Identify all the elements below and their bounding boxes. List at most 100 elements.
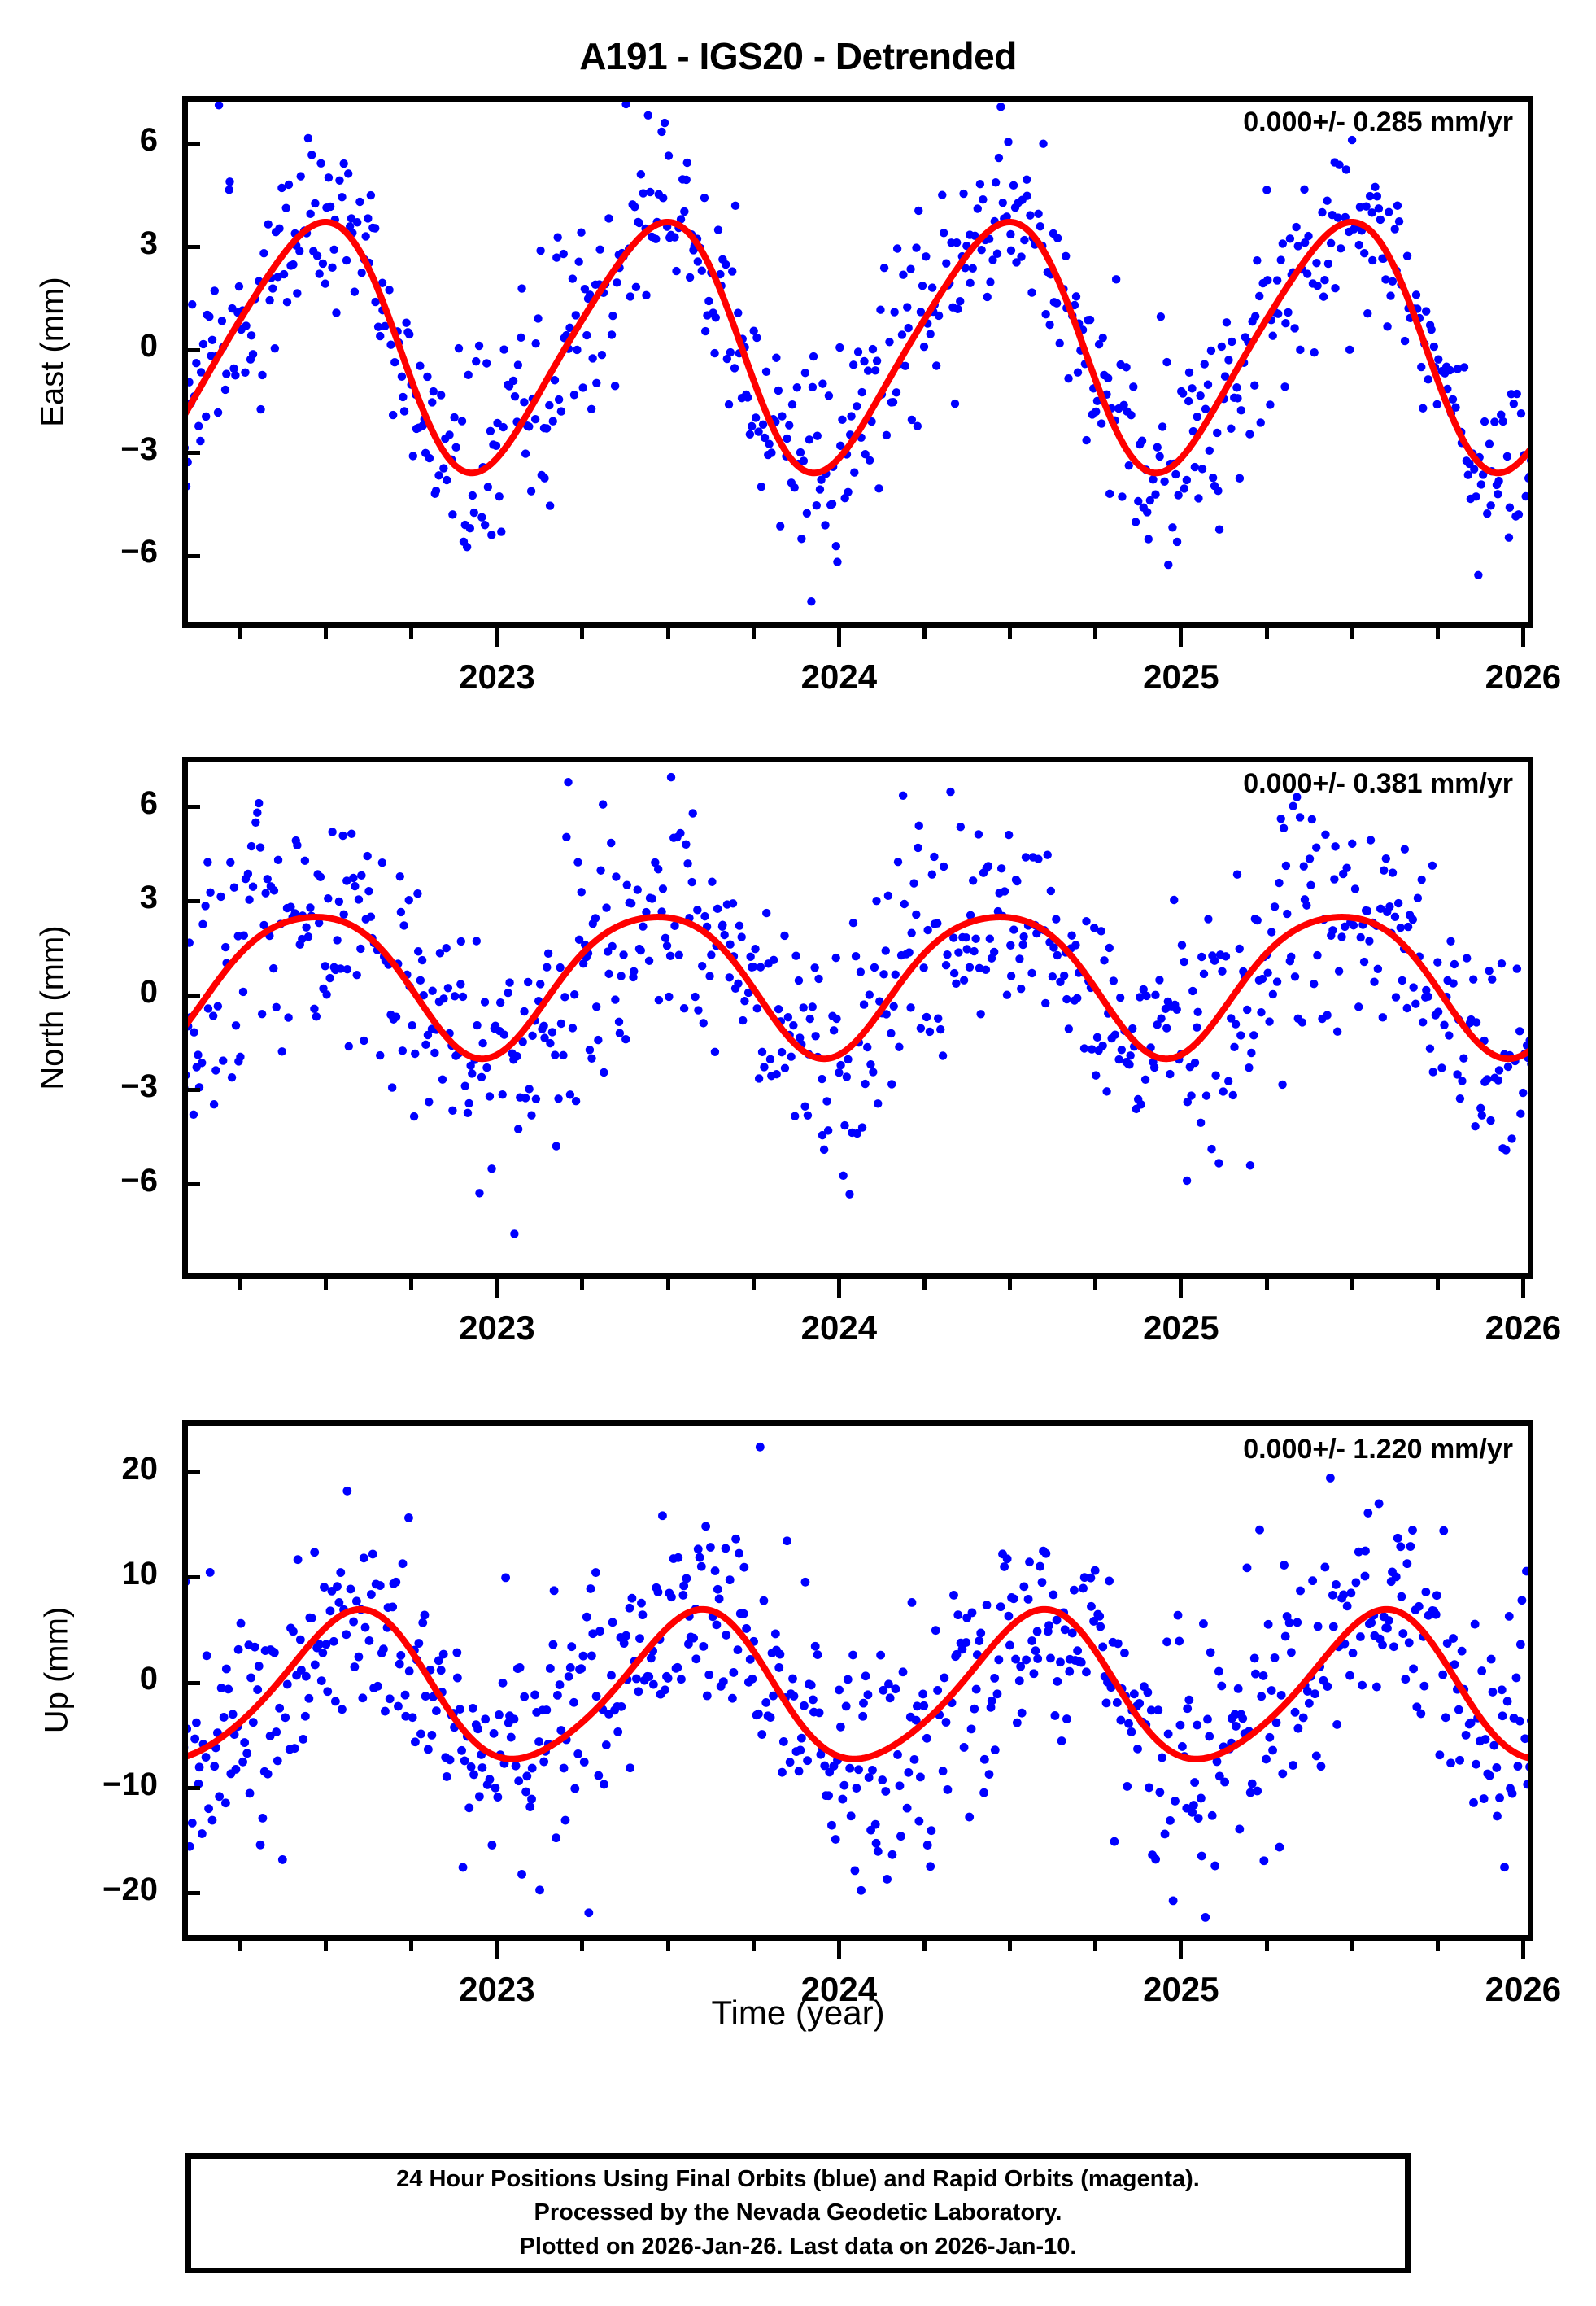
xtick-label-east-1: 2024 <box>800 657 878 696</box>
xtick-label-east-0: 2023 <box>459 657 535 696</box>
xtick-east-2024.25 <box>922 626 927 639</box>
figure-caption-box: 24 Hour Positions Using Final Orbits (bl… <box>185 2153 1411 2273</box>
ytick-east-3 <box>182 451 200 456</box>
xtick-east-2025.75 <box>1435 626 1440 639</box>
ytick-label-east-1: 3 <box>139 225 158 261</box>
xtick-label-east-3: 2026 <box>1485 657 1562 696</box>
xtick-north-2023.75 <box>751 1277 756 1290</box>
ytick-east-0 <box>182 142 200 146</box>
xtick-north-2024.25 <box>922 1277 927 1290</box>
xtick-label-north-0: 2023 <box>459 1308 535 1347</box>
xtick-east-2025.25 <box>1264 626 1269 639</box>
xtick-north-2022.25 <box>238 1277 242 1290</box>
xtick-north-2023.50 <box>665 1277 670 1290</box>
north-rate-annotation: 0.000+/- 0.381 mm/yr <box>1243 768 1513 799</box>
ytick-east-1 <box>182 245 200 250</box>
ytick-label-east-0: 6 <box>139 122 158 159</box>
panel-up-plot-area <box>182 1420 1533 1941</box>
panel-up <box>182 1420 1533 1941</box>
ytick-label-up-0: 20 <box>121 1450 159 1487</box>
ytick-north-4 <box>182 1182 200 1187</box>
ytick-north-2 <box>182 994 200 998</box>
xtick-up-2025.50 <box>1350 1938 1354 1951</box>
xtick-up-2025.75 <box>1435 1938 1440 1951</box>
xtick-label-east-2: 2025 <box>1143 657 1219 696</box>
ytick-up-3 <box>182 1786 200 1791</box>
ytick-east-2 <box>182 347 200 352</box>
ytick-north-3 <box>182 1088 200 1093</box>
seasonal-fit-curve-east <box>182 218 1533 477</box>
data-points-north <box>182 772 1533 1238</box>
ytick-label-north-3: −3 <box>120 1068 158 1104</box>
xtick-east-2024.00 <box>836 626 841 647</box>
xtick-north-2022.50 <box>324 1277 329 1290</box>
ytick-north-1 <box>182 899 200 904</box>
xtick-up-2023.25 <box>580 1938 585 1951</box>
xtick-up-2024.75 <box>1093 1938 1098 1951</box>
seasonal-fit-curve-north <box>182 914 1533 1063</box>
xtick-up-2023.50 <box>665 1938 670 1951</box>
ytick-label-east-4: −6 <box>120 534 158 570</box>
ytick-label-east-2: 0 <box>139 328 158 365</box>
xtick-up-2022.75 <box>409 1938 414 1951</box>
up-rate-annotation: 0.000+/- 1.220 mm/yr <box>1243 1434 1513 1465</box>
xtick-east-2023.50 <box>665 626 670 639</box>
xtick-up-2024.25 <box>922 1938 927 1951</box>
xtick-label-north-2: 2025 <box>1143 1308 1219 1347</box>
xtick-label-up-1: 2024 <box>800 1970 878 2008</box>
ytick-label-north-4: −6 <box>120 1162 158 1199</box>
xtick-label-up-2: 2025 <box>1143 1970 1219 2008</box>
xtick-east-2025.00 <box>1179 626 1184 647</box>
ytick-up-1 <box>182 1575 200 1580</box>
ytick-north-0 <box>182 805 200 810</box>
xtick-label-north-1: 2024 <box>800 1308 878 1347</box>
ytick-label-east-3: −3 <box>120 430 158 467</box>
caption-line-3: Plotted on 2026-Jan-26. Last data on 202… <box>519 2233 1077 2260</box>
xtick-north-2025.25 <box>1264 1277 1269 1290</box>
ytick-label-up-3: −10 <box>102 1766 158 1802</box>
xtick-north-2025.00 <box>1179 1277 1184 1298</box>
xtick-east-2024.50 <box>1008 626 1013 639</box>
xtick-up-2025.00 <box>1179 1938 1184 1959</box>
xtick-up-2024.00 <box>836 1938 841 1959</box>
ytick-label-up-4: −20 <box>102 1871 158 1907</box>
xtick-east-2024.75 <box>1093 626 1098 639</box>
data-points-up <box>182 1442 1533 1922</box>
xtick-east-2022.25 <box>238 626 242 639</box>
seasonal-fit-curve-up <box>182 1605 1533 1762</box>
ytick-label-up-2: 0 <box>139 1661 158 1697</box>
xtick-up-2023.00 <box>495 1938 499 1959</box>
xtick-north-2025.50 <box>1350 1277 1354 1290</box>
caption-line-1: 24 Hour Positions Using Final Orbits (bl… <box>396 2166 1200 2193</box>
ytick-east-4 <box>182 553 200 558</box>
xtick-east-2025.50 <box>1350 626 1354 639</box>
xtick-north-2022.75 <box>409 1277 414 1290</box>
ytick-label-north-1: 3 <box>139 879 158 915</box>
caption-line-2: Processed by the Nevada Geodetic Laborat… <box>534 2199 1062 2226</box>
ytick-label-up-1: 10 <box>121 1555 159 1592</box>
xtick-up-2024.50 <box>1008 1938 1013 1951</box>
xtick-east-2022.50 <box>324 626 329 639</box>
panel-north-plot-area <box>182 757 1533 1279</box>
xtick-north-2023.25 <box>580 1277 585 1290</box>
xtick-label-north-3: 2026 <box>1485 1308 1562 1347</box>
xtick-north-2024.50 <box>1008 1277 1013 1290</box>
ytick-up-0 <box>182 1470 200 1475</box>
xtick-up-2023.75 <box>751 1938 756 1951</box>
xtick-north-2024.00 <box>836 1277 841 1298</box>
xtick-up-2026.00 <box>1520 1938 1525 1959</box>
panel-north-frame <box>182 757 1533 1279</box>
panel-east-frame <box>182 96 1533 628</box>
ytick-label-north-2: 0 <box>139 973 158 1010</box>
xtick-label-up-3: 2026 <box>1485 1970 1562 2008</box>
xtick-east-2022.75 <box>409 626 414 639</box>
ytick-up-2 <box>182 1680 200 1685</box>
xtick-east-2023.75 <box>751 626 756 639</box>
xtick-east-2026.00 <box>1520 626 1525 647</box>
xtick-north-2025.75 <box>1435 1277 1440 1290</box>
panel-up-frame <box>182 1420 1533 1941</box>
xtick-north-2026.00 <box>1520 1277 1525 1298</box>
xtick-east-2023.00 <box>495 626 499 647</box>
panel-east <box>182 96 1533 628</box>
